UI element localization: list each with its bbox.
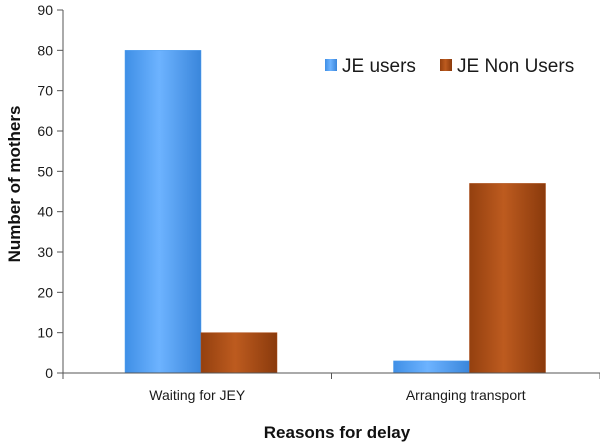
y-tick-label: 70 [37,83,53,99]
y-tick-label: 30 [37,244,53,260]
legend-label: JE Non Users [457,56,574,77]
axes [62,10,600,379]
bar-je-users-1 [393,360,470,374]
x-tick-label: Arranging transport [406,387,526,403]
bar-je-non-users-0 [200,332,278,374]
legend-swatch [440,59,452,71]
y-tick-label: 40 [37,204,53,220]
x-tick-label: Waiting for JEY [149,387,246,403]
y-tick-label: 60 [37,123,53,139]
legend: JE users JE Non Users [325,56,574,77]
bar-je-non-users-1 [469,183,546,374]
y-tick-label: 20 [37,284,53,300]
y-axis-ticks: 0 10 20 30 40 50 60 70 80 90 [37,2,63,381]
y-tick-label: 10 [37,325,53,341]
y-tick-label: 50 [37,163,53,179]
y-tick-label: 0 [45,365,53,381]
bars-group [124,50,546,374]
y-axis-title: Number of mothers [5,106,24,263]
y-tick-label: 90 [37,2,53,18]
x-axis-title: Reasons for delay [264,423,411,442]
legend-swatch [325,59,337,71]
bar-je-users-0 [124,50,202,374]
x-axis-tick-labels: Waiting for JEY Arranging transport [149,387,526,403]
legend-label: JE users [342,56,416,77]
y-tick-label: 80 [37,42,53,58]
